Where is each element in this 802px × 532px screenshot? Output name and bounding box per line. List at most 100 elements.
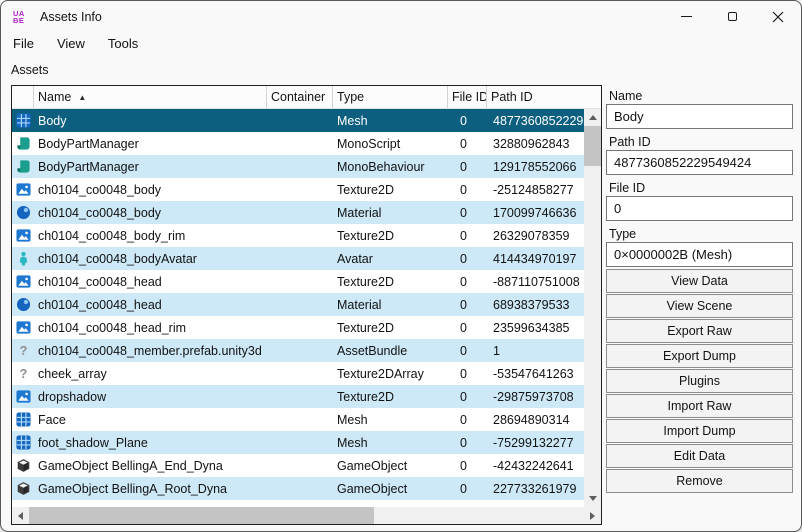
minimize-button[interactable]: [663, 1, 709, 32]
column-header-name[interactable]: Name ▲: [34, 86, 267, 108]
uabe-app-icon: UA BE: [13, 9, 31, 25]
cell-path-id: 414434970197: [493, 251, 577, 266]
cell-path-id: 32880962843: [493, 136, 570, 151]
vertical-scroll-thumb[interactable]: [584, 126, 601, 166]
table-row[interactable]: Body Mesh 0 4877360852229549424: [12, 109, 584, 132]
column-header-path-id[interactable]: Path ID: [491, 90, 533, 104]
cell-path-id: 28694890314: [493, 412, 570, 427]
table-row[interactable]: ? ch0104_co0048_member.prefab.unity3d As…: [12, 339, 584, 362]
cell-path-id: -25124858277: [493, 182, 574, 197]
table-row[interactable]: ch0104_co0048_bodyAvatar Avatar 0 414434…: [12, 247, 584, 270]
remove-button[interactable]: Remove: [606, 469, 793, 493]
cell-type: Mesh: [337, 113, 368, 128]
file-id-field[interactable]: [606, 196, 793, 221]
maximize-icon: [727, 12, 737, 21]
cell-type: GameObject: [337, 458, 408, 473]
menu-file[interactable]: File: [13, 35, 34, 51]
table-row[interactable]: ch0104_co0048_head Material 0 6893837953…: [12, 293, 584, 316]
gameobject-icon: [12, 458, 34, 473]
horizontal-scrollbar[interactable]: [12, 507, 601, 524]
cell-type: Material: [337, 297, 382, 312]
maximize-button[interactable]: [709, 1, 755, 32]
material-icon: [12, 297, 34, 312]
export-raw-button[interactable]: Export Raw: [606, 319, 793, 343]
type-label: Type: [609, 227, 637, 241]
scroll-up-button[interactable]: [584, 109, 601, 126]
export-dump-button[interactable]: Export Dump: [606, 344, 793, 368]
import-raw-button[interactable]: Import Raw: [606, 394, 793, 418]
table-row[interactable]: ch0104_co0048_body Material 0 1700997466…: [12, 201, 584, 224]
plugins-button[interactable]: Plugins: [606, 369, 793, 393]
cell-path-id: -42432242641: [493, 458, 574, 473]
question-icon: ?: [12, 343, 34, 358]
cell-file-id: 0: [460, 435, 467, 450]
sort-ascending-icon: ▲: [78, 92, 87, 102]
cell-name: BodyPartManager: [38, 136, 139, 151]
svg-text:?: ?: [19, 367, 27, 381]
table-row[interactable]: ch0104_co0048_head_rim Texture2D 0 23599…: [12, 316, 584, 339]
table-row[interactable]: ? cheek_array Texture2DArray 0 -53547641…: [12, 362, 584, 385]
column-header-container[interactable]: Container: [267, 86, 333, 108]
cell-path-id: 26329078359: [493, 228, 570, 243]
cell-file-id: 0: [460, 481, 467, 496]
table-row[interactable]: ch0104_co0048_body_rim Texture2D 0 26329…: [12, 224, 584, 247]
vertical-scrollbar[interactable]: [584, 109, 601, 507]
menu-view[interactable]: View: [56, 35, 85, 51]
cell-file-id: 0: [460, 205, 467, 220]
column-header-type[interactable]: Type: [333, 86, 448, 108]
window-title: Assets Info: [40, 9, 102, 24]
table-row[interactable]: GameObject BellingA_Root_Dyna GameObject…: [12, 477, 584, 500]
cell-name: ch0104_co0048_bodyAvatar: [38, 251, 197, 266]
view-data-button[interactable]: View Data: [606, 269, 793, 293]
window-controls: [663, 1, 801, 32]
table-row[interactable]: GameObject BellingA_End_Dyna GameObject …: [12, 454, 584, 477]
texture2d-icon: [12, 182, 34, 197]
cell-path-id: -29875973708: [493, 389, 574, 404]
import-dump-button[interactable]: Import Dump: [606, 419, 793, 443]
gameobject-icon: [12, 481, 34, 496]
name-field[interactable]: [606, 104, 793, 129]
texture2d-icon: [12, 389, 34, 404]
mesh-icon: [12, 435, 34, 450]
cell-name: Face: [38, 412, 66, 427]
material-icon: [12, 205, 34, 220]
edit-data-button[interactable]: Edit Data: [606, 444, 793, 468]
table-body: Body Mesh 0 4877360852229549424 BodyPart…: [12, 109, 584, 500]
scroll-down-button[interactable]: [584, 490, 601, 507]
cell-file-id: 0: [460, 136, 467, 151]
texture2d-icon: [12, 274, 34, 289]
cell-name: ch0104_co0048_head_rim: [38, 320, 187, 335]
table-row[interactable]: ch0104_co0048_body Texture2D 0 -25124858…: [12, 178, 584, 201]
view-scene-button[interactable]: View Scene: [606, 294, 793, 318]
column-header-icon[interactable]: [12, 86, 34, 108]
cell-path-id: 23599634385: [493, 320, 570, 335]
table-row[interactable]: BodyPartManager MonoBehaviour 0 12917855…: [12, 155, 584, 178]
type-field[interactable]: [606, 242, 793, 267]
cell-path-id: -75299132277: [493, 435, 574, 450]
cell-file-id: 0: [460, 159, 467, 174]
table-row[interactable]: BodyPartManager MonoScript 0 32880962843: [12, 132, 584, 155]
menu-tools[interactable]: Tools: [107, 35, 139, 51]
cell-name: cheek_array: [38, 366, 107, 381]
path-id-field[interactable]: [606, 150, 793, 175]
close-button[interactable]: [755, 1, 801, 32]
cell-name: GameObject BellingA_End_Dyna: [38, 458, 223, 473]
cell-file-id: 0: [460, 343, 467, 358]
cell-name: dropshadow: [38, 389, 107, 404]
scroll-left-button[interactable]: [12, 507, 29, 524]
cell-name: ch0104_co0048_member.prefab.unity3d: [38, 343, 262, 358]
name-label: Name: [609, 89, 643, 103]
table-header: Name ▲ Container Type File ID Path ID: [12, 86, 601, 109]
scroll-right-button[interactable]: [584, 507, 601, 524]
mesh-icon: [12, 113, 34, 128]
table-row[interactable]: foot_shadow_Plane Mesh 0 -75299132277: [12, 431, 584, 454]
table-row[interactable]: dropshadow Texture2D 0 -29875973708: [12, 385, 584, 408]
uabe-app-icon-line2: BE: [13, 15, 25, 25]
cell-name: foot_shadow_Plane: [38, 435, 148, 450]
column-header-file-id[interactable]: File ID: [448, 86, 487, 108]
table-row[interactable]: Face Mesh 0 28694890314: [12, 408, 584, 431]
table-row[interactable]: ch0104_co0048_head Texture2D 0 -88711075…: [12, 270, 584, 293]
cell-path-id: 170099746636: [493, 205, 577, 220]
cell-name: ch0104_co0048_head: [38, 297, 162, 312]
horizontal-scroll-thumb[interactable]: [29, 507, 374, 524]
